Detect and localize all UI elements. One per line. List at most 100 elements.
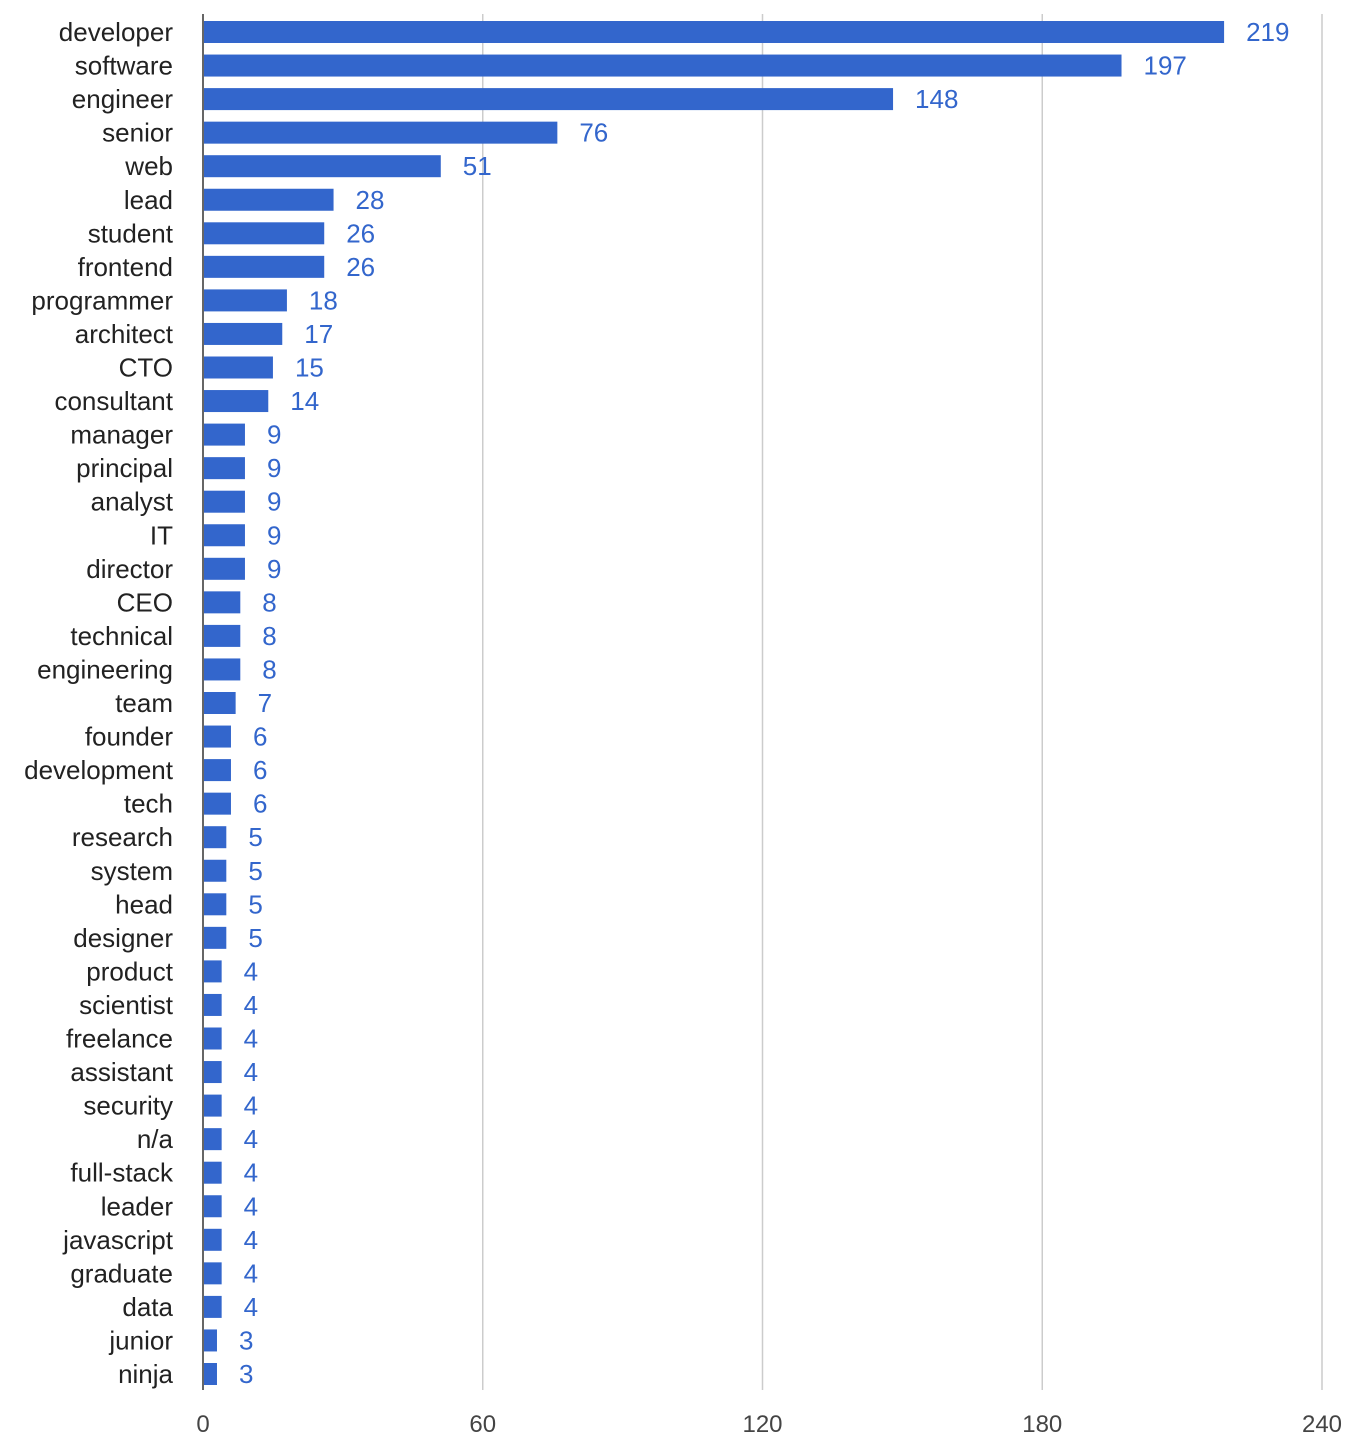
value-label: 51 bbox=[463, 151, 492, 181]
value-label: 6 bbox=[253, 722, 267, 752]
value-label: 3 bbox=[239, 1325, 253, 1355]
value-label: 8 bbox=[262, 587, 276, 617]
value-label: 9 bbox=[267, 554, 281, 584]
value-label: 9 bbox=[267, 453, 281, 483]
bar-security bbox=[204, 1094, 222, 1117]
value-label: 4 bbox=[244, 1024, 258, 1054]
bar-system bbox=[204, 859, 227, 882]
bar-tech bbox=[204, 792, 231, 815]
category-label: IT bbox=[150, 520, 173, 550]
value-label: 3 bbox=[239, 1359, 253, 1389]
category-label: CEO bbox=[117, 587, 173, 617]
category-label: analyst bbox=[91, 487, 174, 517]
value-label: 4 bbox=[244, 1124, 258, 1154]
category-label: security bbox=[83, 1091, 173, 1121]
category-label: n/a bbox=[137, 1124, 174, 1154]
bar-founder bbox=[204, 725, 231, 748]
value-label: 9 bbox=[267, 487, 281, 517]
gridlines bbox=[482, 14, 1323, 1390]
category-label: consultant bbox=[54, 386, 173, 416]
bar-leader bbox=[204, 1195, 222, 1218]
bar-n-a bbox=[204, 1128, 222, 1151]
category-label: manager bbox=[70, 420, 173, 450]
bar-analyst bbox=[204, 490, 245, 513]
value-label: 18 bbox=[309, 285, 338, 315]
value-label: 4 bbox=[244, 990, 258, 1020]
category-label: tech bbox=[124, 789, 173, 819]
x-tick-label: 60 bbox=[469, 1411, 496, 1438]
bar-programmer bbox=[204, 289, 287, 312]
bar-freelance bbox=[204, 1027, 222, 1050]
value-label: 9 bbox=[267, 420, 281, 450]
value-label: 5 bbox=[248, 856, 262, 886]
bar-lead bbox=[204, 188, 334, 211]
category-label: developer bbox=[59, 17, 174, 47]
bar-head bbox=[204, 893, 227, 916]
bar-director bbox=[204, 557, 245, 580]
bar-research bbox=[204, 826, 227, 849]
category-label: scientist bbox=[79, 990, 174, 1020]
bar-technical bbox=[204, 624, 241, 647]
value-label: 4 bbox=[244, 1191, 258, 1221]
category-label: leader bbox=[101, 1191, 174, 1221]
value-label: 148 bbox=[915, 84, 958, 114]
value-label: 5 bbox=[248, 822, 262, 852]
bar-team bbox=[204, 692, 236, 714]
category-label: web bbox=[124, 151, 173, 181]
value-label: 6 bbox=[253, 755, 267, 785]
category-label: ninja bbox=[118, 1359, 173, 1389]
bar-engineering bbox=[204, 658, 241, 681]
category-label: CTO bbox=[119, 353, 173, 383]
category-label: engineering bbox=[37, 654, 173, 684]
category-label: head bbox=[115, 889, 173, 919]
category-label: architect bbox=[75, 319, 174, 349]
bar-ninja bbox=[204, 1363, 217, 1385]
category-label: team bbox=[115, 688, 173, 718]
bar-frontend bbox=[204, 255, 325, 278]
category-label: freelance bbox=[66, 1024, 173, 1054]
value-label: 5 bbox=[248, 889, 262, 919]
value-label: 4 bbox=[244, 1057, 258, 1087]
bar-assistant bbox=[204, 1061, 222, 1084]
bar-development bbox=[204, 759, 231, 782]
value-label: 17 bbox=[304, 319, 333, 349]
value-label: 26 bbox=[346, 252, 375, 282]
value-label: 6 bbox=[253, 789, 267, 819]
category-label: principal bbox=[76, 453, 173, 483]
category-label: senior bbox=[102, 118, 173, 148]
value-label: 14 bbox=[290, 386, 319, 416]
bar-full-stack bbox=[204, 1161, 222, 1184]
category-label: assistant bbox=[70, 1057, 173, 1087]
category-label: director bbox=[86, 554, 173, 584]
category-label: student bbox=[88, 218, 174, 248]
category-label: software bbox=[75, 51, 173, 81]
bar-engineer bbox=[204, 88, 894, 111]
category-label: lead bbox=[124, 185, 173, 215]
category-label: system bbox=[91, 856, 173, 886]
value-label: 8 bbox=[262, 621, 276, 651]
bar-designer bbox=[204, 926, 227, 949]
value-label: 5 bbox=[248, 923, 262, 953]
value-label: 9 bbox=[267, 520, 281, 550]
value-label: 219 bbox=[1246, 17, 1289, 47]
category-label: technical bbox=[70, 621, 173, 651]
category-label: graduate bbox=[70, 1258, 173, 1288]
bar-senior bbox=[204, 121, 558, 144]
x-axis-tick-labels: 0 60 120 180 240 bbox=[196, 1411, 1342, 1438]
bar-junior bbox=[204, 1329, 217, 1352]
value-label: 7 bbox=[258, 688, 272, 718]
category-label: data bbox=[122, 1292, 173, 1322]
category-label: javascript bbox=[62, 1225, 174, 1255]
bar-graduate bbox=[204, 1262, 222, 1285]
value-labels: 2191971487651282626181715149999988876665… bbox=[239, 17, 1289, 1389]
bar-student bbox=[204, 222, 325, 245]
category-label: full-stack bbox=[70, 1158, 174, 1188]
bar-javascript bbox=[204, 1228, 222, 1251]
x-tick-label: 120 bbox=[742, 1411, 782, 1438]
value-label: 28 bbox=[356, 185, 385, 215]
bar-manager bbox=[204, 423, 245, 446]
bar-architect bbox=[204, 322, 283, 345]
